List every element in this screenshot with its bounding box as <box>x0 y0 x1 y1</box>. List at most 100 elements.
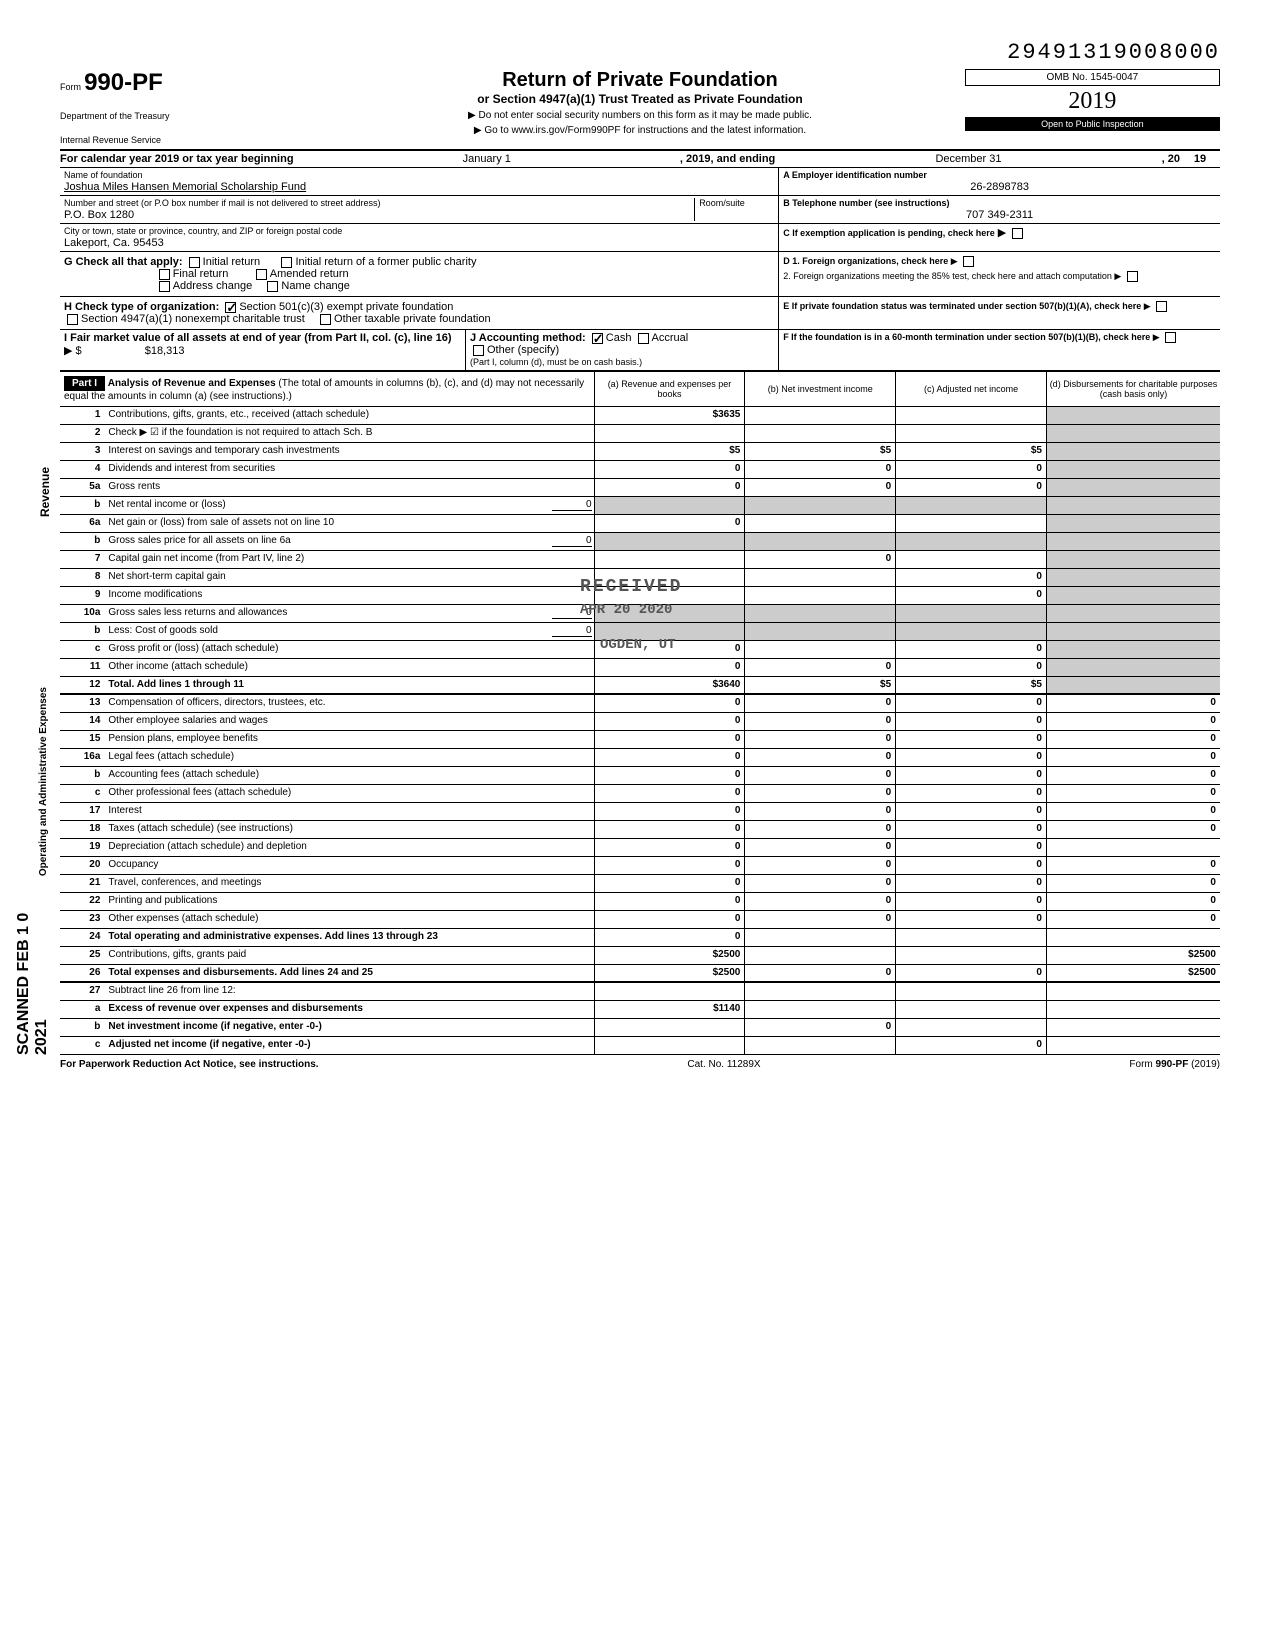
cell-d: 0 <box>1046 731 1220 748</box>
line-num: 14 <box>60 713 106 730</box>
cell-a: 0 <box>594 929 745 946</box>
line-4: 4 Dividends and interest from securities… <box>60 461 1220 479</box>
cell-d <box>1046 515 1220 532</box>
line-desc: Dividends and interest from securities <box>106 461 593 478</box>
cell-c: 0 <box>895 821 1046 838</box>
arrow-icon <box>1144 301 1151 311</box>
cell-a <box>594 587 745 604</box>
part1-label: Part I <box>64 376 105 391</box>
line-23: 23 Other expenses (attach schedule) 0 0 … <box>60 911 1220 929</box>
cell-c: 0 <box>895 641 1046 658</box>
chk-other-method[interactable] <box>473 345 484 356</box>
cell-d <box>1046 479 1220 496</box>
cell-b: 0 <box>744 479 895 496</box>
info-left: Name of foundation Joshua Miles Hansen M… <box>60 168 779 251</box>
cell-d <box>1046 425 1220 442</box>
line-num: 11 <box>60 659 106 676</box>
line-num: 5a <box>60 479 106 496</box>
chk-address[interactable] <box>159 281 170 292</box>
form-prefix: Form <box>60 82 81 92</box>
line-num: 21 <box>60 875 106 892</box>
public-inspection: Open to Public Inspection <box>965 117 1220 131</box>
line-desc: Net investment income (if negative, ente… <box>106 1019 593 1036</box>
ein-cell: A Employer identification number 26-2898… <box>779 168 1220 196</box>
cell-a <box>594 497 745 514</box>
line-desc: Taxes (attach schedule) (see instruction… <box>106 821 593 838</box>
instruction-2: Go to www.irs.gov/Form990PF for instruct… <box>315 125 965 136</box>
line-num: 9 <box>60 587 106 604</box>
line-num: 2 <box>60 425 106 442</box>
box-i-value: $18,313 <box>145 345 185 357</box>
chk-4947[interactable] <box>67 314 78 325</box>
chk-e[interactable] <box>1156 301 1167 312</box>
line-10a: 10a Gross sales less returns and allowan… <box>60 605 1220 623</box>
chk-other-tax[interactable] <box>320 314 331 325</box>
cell-d: 0 <box>1046 911 1220 928</box>
box-j-note: (Part I, column (d), must be on cash bas… <box>470 357 642 367</box>
line-num: 24 <box>60 929 106 946</box>
cell-c: 0 <box>895 767 1046 784</box>
chk-d2[interactable] <box>1127 271 1138 282</box>
cell-a: 0 <box>594 659 745 676</box>
cell-a: 0 <box>594 479 745 496</box>
cell-b <box>744 1001 895 1018</box>
cell-d: $2500 <box>1046 965 1220 981</box>
box-e-label: E If private foundation status was termi… <box>783 301 1141 311</box>
cell-d: 0 <box>1046 821 1220 838</box>
line-desc: Gross profit or (loss) (attach schedule) <box>106 641 593 658</box>
line-num: 10a <box>60 605 106 622</box>
opt-cash: Cash <box>606 332 632 344</box>
cell-a <box>594 551 745 568</box>
part1-table: Revenue Operating and Administrative Exp… <box>60 407 1220 1055</box>
chk-accrual[interactable] <box>638 333 649 344</box>
cell-c: 0 <box>895 965 1046 981</box>
cell-a: $2500 <box>594 947 745 964</box>
line-8: 8 Net short-term capital gain 0 <box>60 569 1220 587</box>
chk-final[interactable] <box>159 269 170 280</box>
chk-cash[interactable] <box>592 333 603 344</box>
cell-d <box>1046 1019 1220 1036</box>
cell-b: 0 <box>744 551 895 568</box>
cell-c: 0 <box>895 1037 1046 1054</box>
line-desc: Gross sales less returns and allowances0 <box>106 605 593 622</box>
chk-amended[interactable] <box>256 269 267 280</box>
foundation-addr: P.O. Box 1280 <box>64 208 694 221</box>
cell-c: 0 <box>895 875 1046 892</box>
cell-d: 0 <box>1046 803 1220 820</box>
cell-b: 0 <box>744 803 895 820</box>
opt-other-method: Other (specify) <box>487 344 559 356</box>
col-a-header: (a) Revenue and expenses per books <box>594 372 745 406</box>
cell-c <box>895 497 1046 514</box>
cell-d <box>1046 569 1220 586</box>
box-d2-label: 2. Foreign organizations meeting the 85%… <box>783 271 1112 281</box>
line-desc: Printing and publications <box>106 893 593 910</box>
box-c-label: C If exemption application is pending, c… <box>783 228 995 238</box>
line-desc: Less: Cost of goods sold0 <box>106 623 593 640</box>
line-19: 19 Depreciation (attach schedule) and de… <box>60 839 1220 857</box>
line-18: 18 Taxes (attach schedule) (see instruct… <box>60 821 1220 839</box>
chk-501c3[interactable] <box>225 302 236 313</box>
box-i-label: I Fair market value of all assets at end… <box>64 332 452 344</box>
cell-b <box>744 641 895 658</box>
cell-c <box>895 407 1046 424</box>
box-c-checkbox[interactable] <box>1012 228 1023 239</box>
chk-d1[interactable] <box>963 256 974 267</box>
line-3: 3 Interest on savings and temporary cash… <box>60 443 1220 461</box>
line-1: 1 Contributions, gifts, grants, etc., re… <box>60 407 1220 425</box>
line-desc: Other professional fees (attach schedule… <box>106 785 593 802</box>
line-b: b Gross sales price for all assets on li… <box>60 533 1220 551</box>
cell-b: $5 <box>744 677 895 693</box>
box-c-cell: C If exemption application is pending, c… <box>779 224 1220 241</box>
line-desc: Subtract line 26 from line 12: <box>106 983 593 1000</box>
chk-former[interactable] <box>281 257 292 268</box>
cell-a: 0 <box>594 713 745 730</box>
line-desc: Capital gain net income (from Part IV, l… <box>106 551 593 568</box>
line-desc: Net short-term capital gain <box>106 569 593 586</box>
chk-name[interactable] <box>267 281 278 292</box>
omb-number: OMB No. 1545-0047 <box>965 69 1220 86</box>
chk-initial[interactable] <box>189 257 200 268</box>
line-desc: Income modifications <box>106 587 593 604</box>
cell-b <box>744 569 895 586</box>
line-num: a <box>60 1001 106 1018</box>
chk-f[interactable] <box>1165 332 1176 343</box>
